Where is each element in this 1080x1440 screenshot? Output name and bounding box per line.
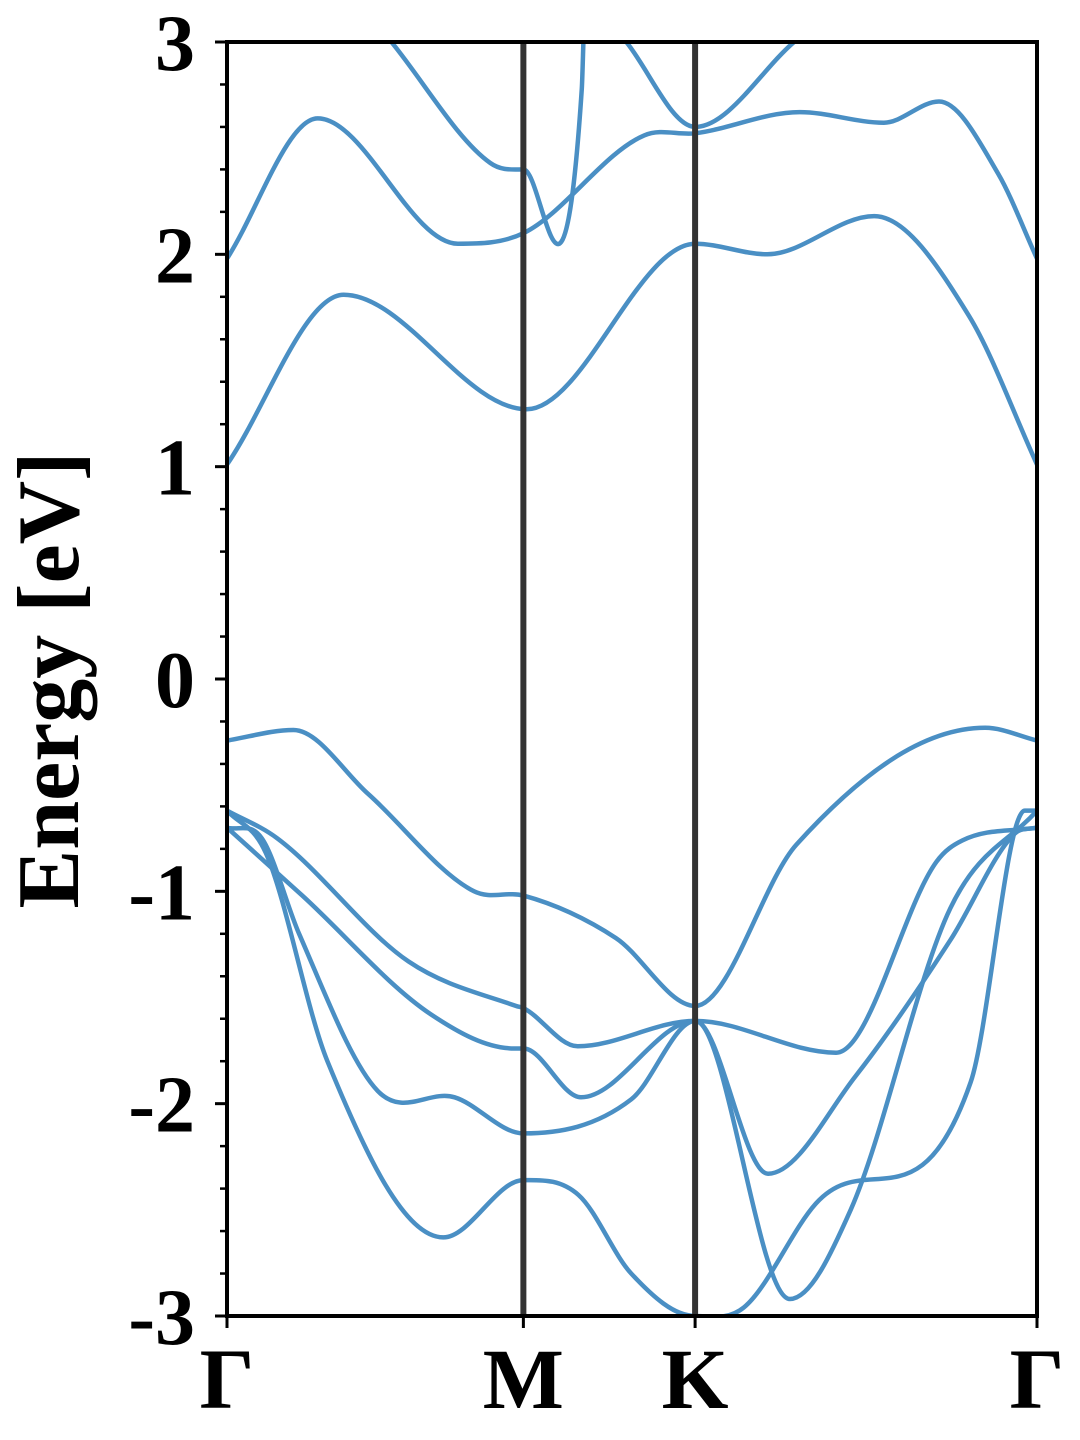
band-line-2 xyxy=(227,808,1037,1316)
y-axis-ticks: -3 -2 -1 0 1 2 3 xyxy=(128,0,227,1362)
x-tick-label-M: M xyxy=(483,1331,564,1427)
y-tick-label: -2 xyxy=(128,1062,195,1150)
y-tick-label: -3 xyxy=(128,1274,195,1362)
y-axis-label: Energy [eV] xyxy=(1,452,98,909)
x-tick-label-Γ: Γ xyxy=(1010,1331,1065,1427)
band-line-8 xyxy=(389,42,586,247)
band-line-1 xyxy=(227,825,1037,1136)
band-lines xyxy=(227,42,1037,1316)
x-tick-label-Γ: Γ xyxy=(200,1331,255,1427)
x-tick-label-K: K xyxy=(662,1331,729,1427)
y-tick-label: 0 xyxy=(155,637,195,725)
y-tick-label: 3 xyxy=(155,0,195,88)
y-tick-label: 2 xyxy=(155,212,195,300)
y-tick-label: -1 xyxy=(128,849,195,937)
y-tick-label: 1 xyxy=(155,425,195,513)
band-line-4 xyxy=(227,808,1037,1302)
plot-frame xyxy=(225,40,1039,1318)
band-line-7 xyxy=(227,99,1037,261)
band-line-5 xyxy=(227,725,1037,1009)
high-symmetry-lines xyxy=(520,42,699,1316)
band-line-6 xyxy=(227,213,1037,467)
band-line-3 xyxy=(227,825,1037,1176)
